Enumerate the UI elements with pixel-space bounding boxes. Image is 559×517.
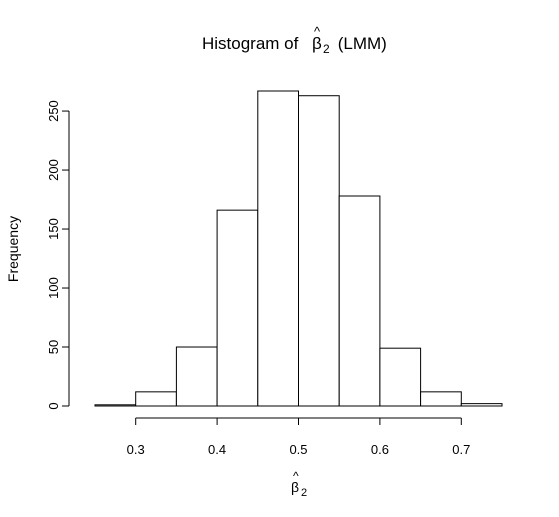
x-tick-label: 0.7 [452,442,470,457]
histogram-bar [94,404,137,407]
y-tick-label: 150 [46,218,61,240]
x-axis: 0.3 0.4 0.5 0.6 0.7 [127,417,470,457]
x-axis-label: β ^ 2 [291,469,307,499]
y-tick-label: 0 [46,402,61,409]
histogram-bar [420,391,462,407]
chart-title-suffix: (LMM) [333,34,387,53]
x-tick-label: 0.4 [208,442,226,457]
y-tick-label: 200 [46,159,61,181]
x-axis-label-symbol: β [291,479,299,495]
histogram-bar [298,95,340,407]
histogram-bars [94,90,503,407]
histogram-bar [379,347,422,407]
y-axis-label: Frequency [5,216,21,282]
histogram-bar [175,346,218,407]
x-axis-label-hat: ^ [293,469,299,483]
histogram-bar [338,195,381,407]
y-tick-label: 250 [46,100,61,122]
histogram-bar [460,403,503,407]
chart-title-subscript: 2 [323,42,330,56]
chart-title-hat: ^ [314,24,321,39]
y-tick-label: 100 [46,277,61,299]
y-axis: 0 50 100 150 200 250 [46,100,70,410]
x-tick-label: 0.3 [127,442,145,457]
chart-title-symbol: β [312,34,322,53]
chart-title-prefix: Histogram of [202,34,303,53]
histogram-bar [216,209,259,407]
chart-title: Histogram of β ^ 2 (LMM) [202,24,387,56]
histogram-bar [135,391,177,407]
y-tick-label: 50 [46,340,61,354]
histogram-bar [257,90,299,407]
x-tick-label: 0.6 [371,442,389,457]
x-axis-label-subscript: 2 [301,487,307,499]
x-tick-label: 0.5 [289,442,307,457]
